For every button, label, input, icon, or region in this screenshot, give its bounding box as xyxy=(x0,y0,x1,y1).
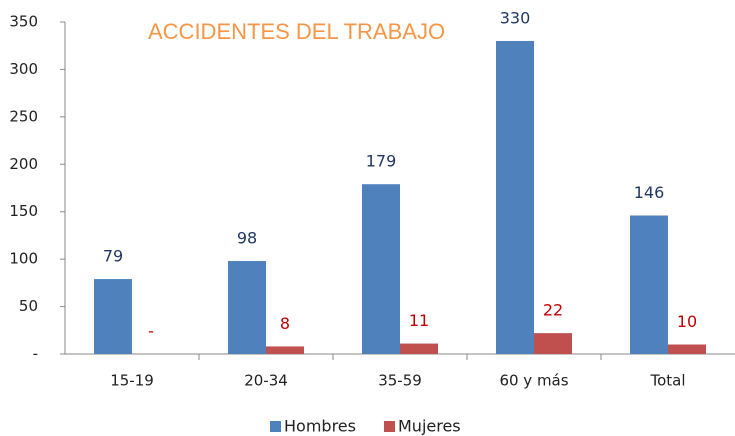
bar xyxy=(630,215,668,354)
y-tick-label: 200 xyxy=(9,155,38,173)
legend-swatch xyxy=(384,421,395,432)
legend-label: Hombres xyxy=(284,417,356,436)
x-tick-label: Total xyxy=(649,372,685,390)
y-tick-label: 250 xyxy=(9,107,38,125)
bar xyxy=(94,279,132,354)
bar xyxy=(228,261,266,354)
y-tick-label: 100 xyxy=(9,250,38,268)
bar xyxy=(400,343,438,354)
data-label: 10 xyxy=(677,312,697,331)
y-tick-label: 350 xyxy=(9,13,38,31)
x-tick-label: 20-34 xyxy=(244,372,288,390)
y-tick-label: 150 xyxy=(9,202,38,220)
data-label: 8 xyxy=(280,314,290,333)
data-label: 22 xyxy=(543,301,563,320)
data-label: 79 xyxy=(103,247,123,266)
y-tick-label: 300 xyxy=(9,60,38,78)
x-tick-label: 60 y más xyxy=(499,372,568,390)
data-label: 330 xyxy=(500,8,531,27)
data-label: 98 xyxy=(237,229,257,248)
chart-title: ACCIDENTES DEL TRABAJO xyxy=(148,19,445,44)
data-label: 146 xyxy=(634,183,665,202)
bar xyxy=(496,40,534,354)
data-label: 11 xyxy=(409,311,429,330)
y-tick-label: - xyxy=(33,345,38,363)
x-tick-label: 35-59 xyxy=(378,372,422,390)
bar xyxy=(668,344,706,354)
y-tick-label: 50 xyxy=(19,297,38,315)
bar xyxy=(534,333,572,354)
data-label: 179 xyxy=(366,152,397,171)
legend-label: Mujeres xyxy=(398,417,461,436)
bar xyxy=(266,346,304,354)
data-label: - xyxy=(148,322,154,341)
bar xyxy=(362,184,400,354)
x-tick-label: 15-19 xyxy=(110,372,154,390)
legend-swatch xyxy=(270,421,281,432)
